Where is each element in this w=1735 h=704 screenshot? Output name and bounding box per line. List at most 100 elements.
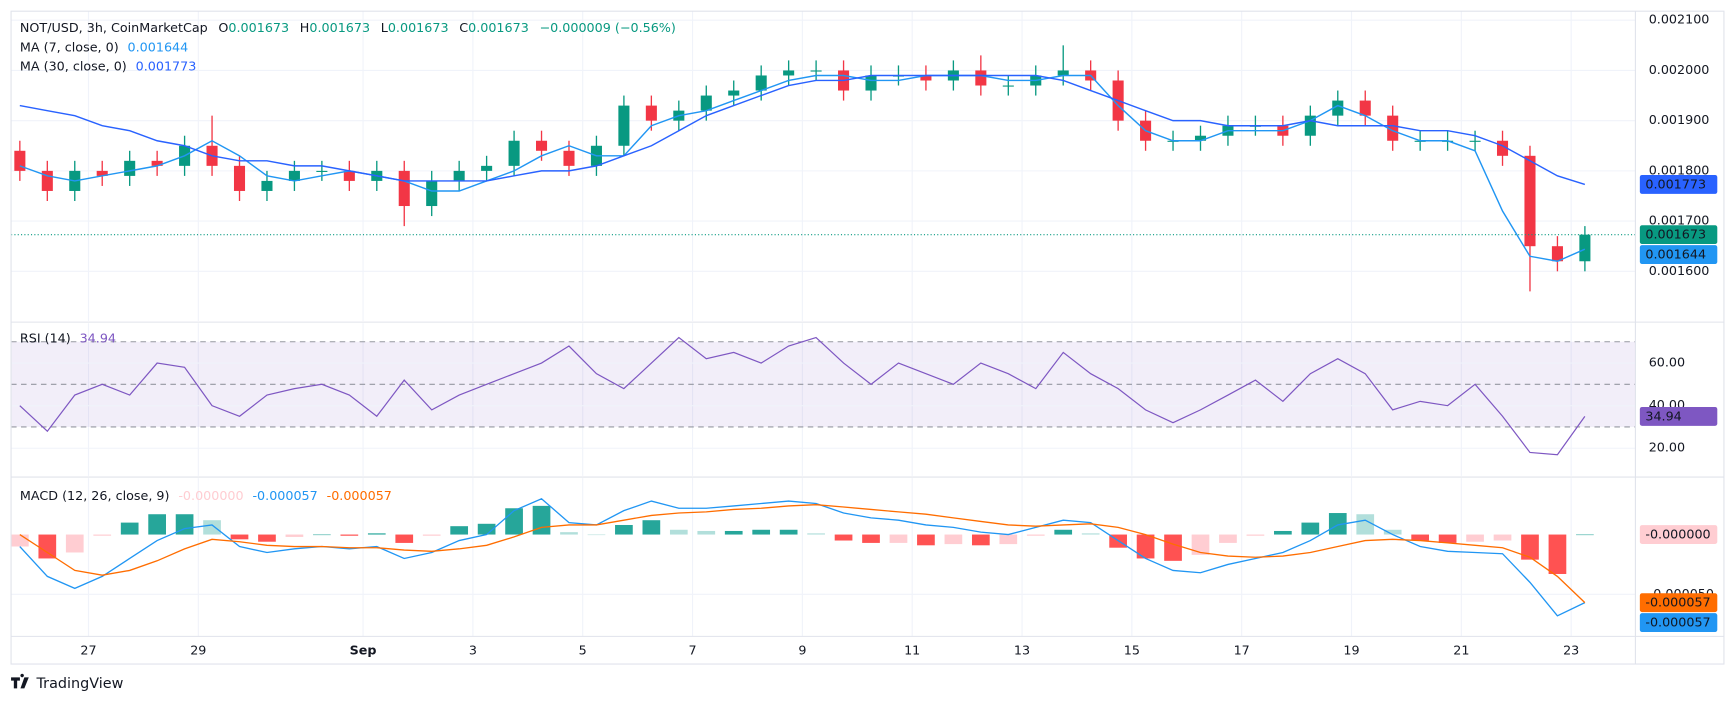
macd-histogram-bar [203, 520, 221, 535]
macd-histogram-bar [65, 534, 84, 553]
macd-histogram-bar [10, 534, 29, 547]
macd-histogram-bar [422, 534, 441, 536]
candle-body [1057, 70, 1069, 76]
y-tick-label: 0.002100 [1649, 12, 1710, 27]
x-tick-label: 29 [190, 642, 206, 657]
macd-histogram-bar [1246, 534, 1265, 536]
candle-body [1332, 100, 1344, 116]
frame [10, 10, 1725, 665]
y-tick-label: 0.002000 [1649, 62, 1710, 77]
y-tick-label: 0.001700 [1649, 213, 1710, 228]
rsi-title: RSI (14) [20, 330, 71, 345]
change: −0.000009 (−0.56%) [539, 19, 675, 34]
rsi-line [19, 336, 1586, 456]
candle-body [865, 75, 877, 91]
macd-histogram-bar [1438, 534, 1457, 543]
brand-logo [11, 673, 29, 689]
candle-body [398, 170, 410, 207]
macd-histogram-bar [367, 533, 386, 535]
price-badge [1639, 525, 1718, 544]
y-tick-label: 0.001900 [1649, 112, 1710, 127]
ohlc-value: 0.001673 [388, 19, 449, 34]
price-badge-label: 0.001644 [1645, 247, 1706, 262]
macd-histogram-bar [1548, 534, 1567, 574]
brand: TradingView [11, 673, 124, 692]
macd-line [19, 497, 1586, 617]
ma-legend-value: 0.001644 [128, 39, 189, 54]
rsi-value: 34.94 [80, 330, 116, 345]
candle-body [728, 90, 740, 96]
macd-histogram-bar [450, 526, 469, 535]
macd-legend: MACD (12, 26, close, 9) -0.000000 -0.00005… [20, 487, 392, 502]
ma-legend: MA (7, close, 0) 0.001644 [20, 39, 188, 54]
macd-histogram-bar [1576, 534, 1594, 536]
x-tick-label: 21 [1453, 642, 1469, 657]
macd-histogram-bar [1026, 534, 1045, 536]
candle-body [1359, 100, 1371, 116]
ma-legend-name: MA (7, close, 0) [20, 39, 119, 54]
macd-histogram-bar [862, 534, 880, 543]
macd-histogram-bar [752, 529, 771, 535]
macd-histogram-bar [1466, 534, 1484, 542]
macd-histogram-bar [1493, 534, 1512, 541]
candle-body [261, 180, 273, 191]
candle-body [288, 170, 300, 181]
candle-body [810, 70, 822, 72]
macd-histogram-bar [285, 534, 304, 537]
price-badge [1639, 407, 1718, 426]
rsi-legend: RSI (14) 34.94 [20, 330, 116, 345]
macd-histogram-bar [532, 505, 551, 535]
candle-body [1524, 155, 1536, 247]
macd-histogram-bar [669, 529, 688, 535]
candle-body [783, 70, 795, 76]
x-tick-label: 11 [904, 642, 920, 657]
candle-body [453, 170, 465, 181]
macd-histogram-bar [1164, 534, 1182, 561]
price-badge [1639, 613, 1718, 632]
macd-histogram-bar [834, 534, 853, 541]
x-tick-label: 17 [1234, 642, 1250, 657]
candle-body [1496, 140, 1509, 156]
chart-border [10, 10, 1725, 665]
macd-histogram-bar [1356, 514, 1375, 535]
macd-histogram-bar [258, 534, 276, 542]
x-tick-label: Sep [350, 642, 377, 657]
x-tick-label: 19 [1343, 642, 1359, 657]
ohlc-value: 0.001673 [228, 19, 289, 34]
candle-body [975, 70, 987, 86]
macd-histogram-bar [1219, 534, 1237, 543]
macd-histogram-bar [724, 530, 743, 535]
price-badge [1639, 175, 1718, 194]
candle-body [618, 105, 630, 146]
candle-body [14, 150, 26, 171]
y-tick-label: 60.00 [1649, 355, 1685, 370]
moving-average [19, 74, 1586, 263]
price-badge [1639, 593, 1718, 613]
candle-body [96, 170, 108, 176]
macd-histogram-bar [38, 534, 57, 559]
ohlc-label: O [218, 19, 228, 34]
candle-body [1304, 115, 1316, 136]
macd-histogram-bar [340, 534, 359, 536]
macd-histogram-bar [1383, 529, 1402, 535]
macd-histogram-bar [587, 534, 606, 536]
price-badge-label: -0.000057 [1645, 615, 1710, 630]
x-tick-label: 23 [1563, 642, 1579, 657]
candle-body [481, 165, 493, 171]
macd-histogram-bar [999, 534, 1018, 545]
ma-legend: MA (30, close, 0) 0.001773 [20, 58, 196, 73]
x-tick-label: 27 [80, 642, 96, 657]
macd-histogram-bar [807, 533, 825, 535]
candle-body [151, 160, 163, 166]
macd-histogram-bar [615, 524, 633, 535]
candle-body [1551, 246, 1563, 262]
macd-histogram-bar [120, 522, 139, 535]
y-tick-label: 0.001600 [1649, 263, 1710, 278]
symbol: NOT/USD, 3h, CoinMarketCap [20, 19, 208, 34]
candle-body [233, 165, 246, 191]
candle-body [426, 180, 438, 207]
macd-histogram-bar [477, 523, 496, 535]
ohlc-label: H [300, 19, 310, 34]
